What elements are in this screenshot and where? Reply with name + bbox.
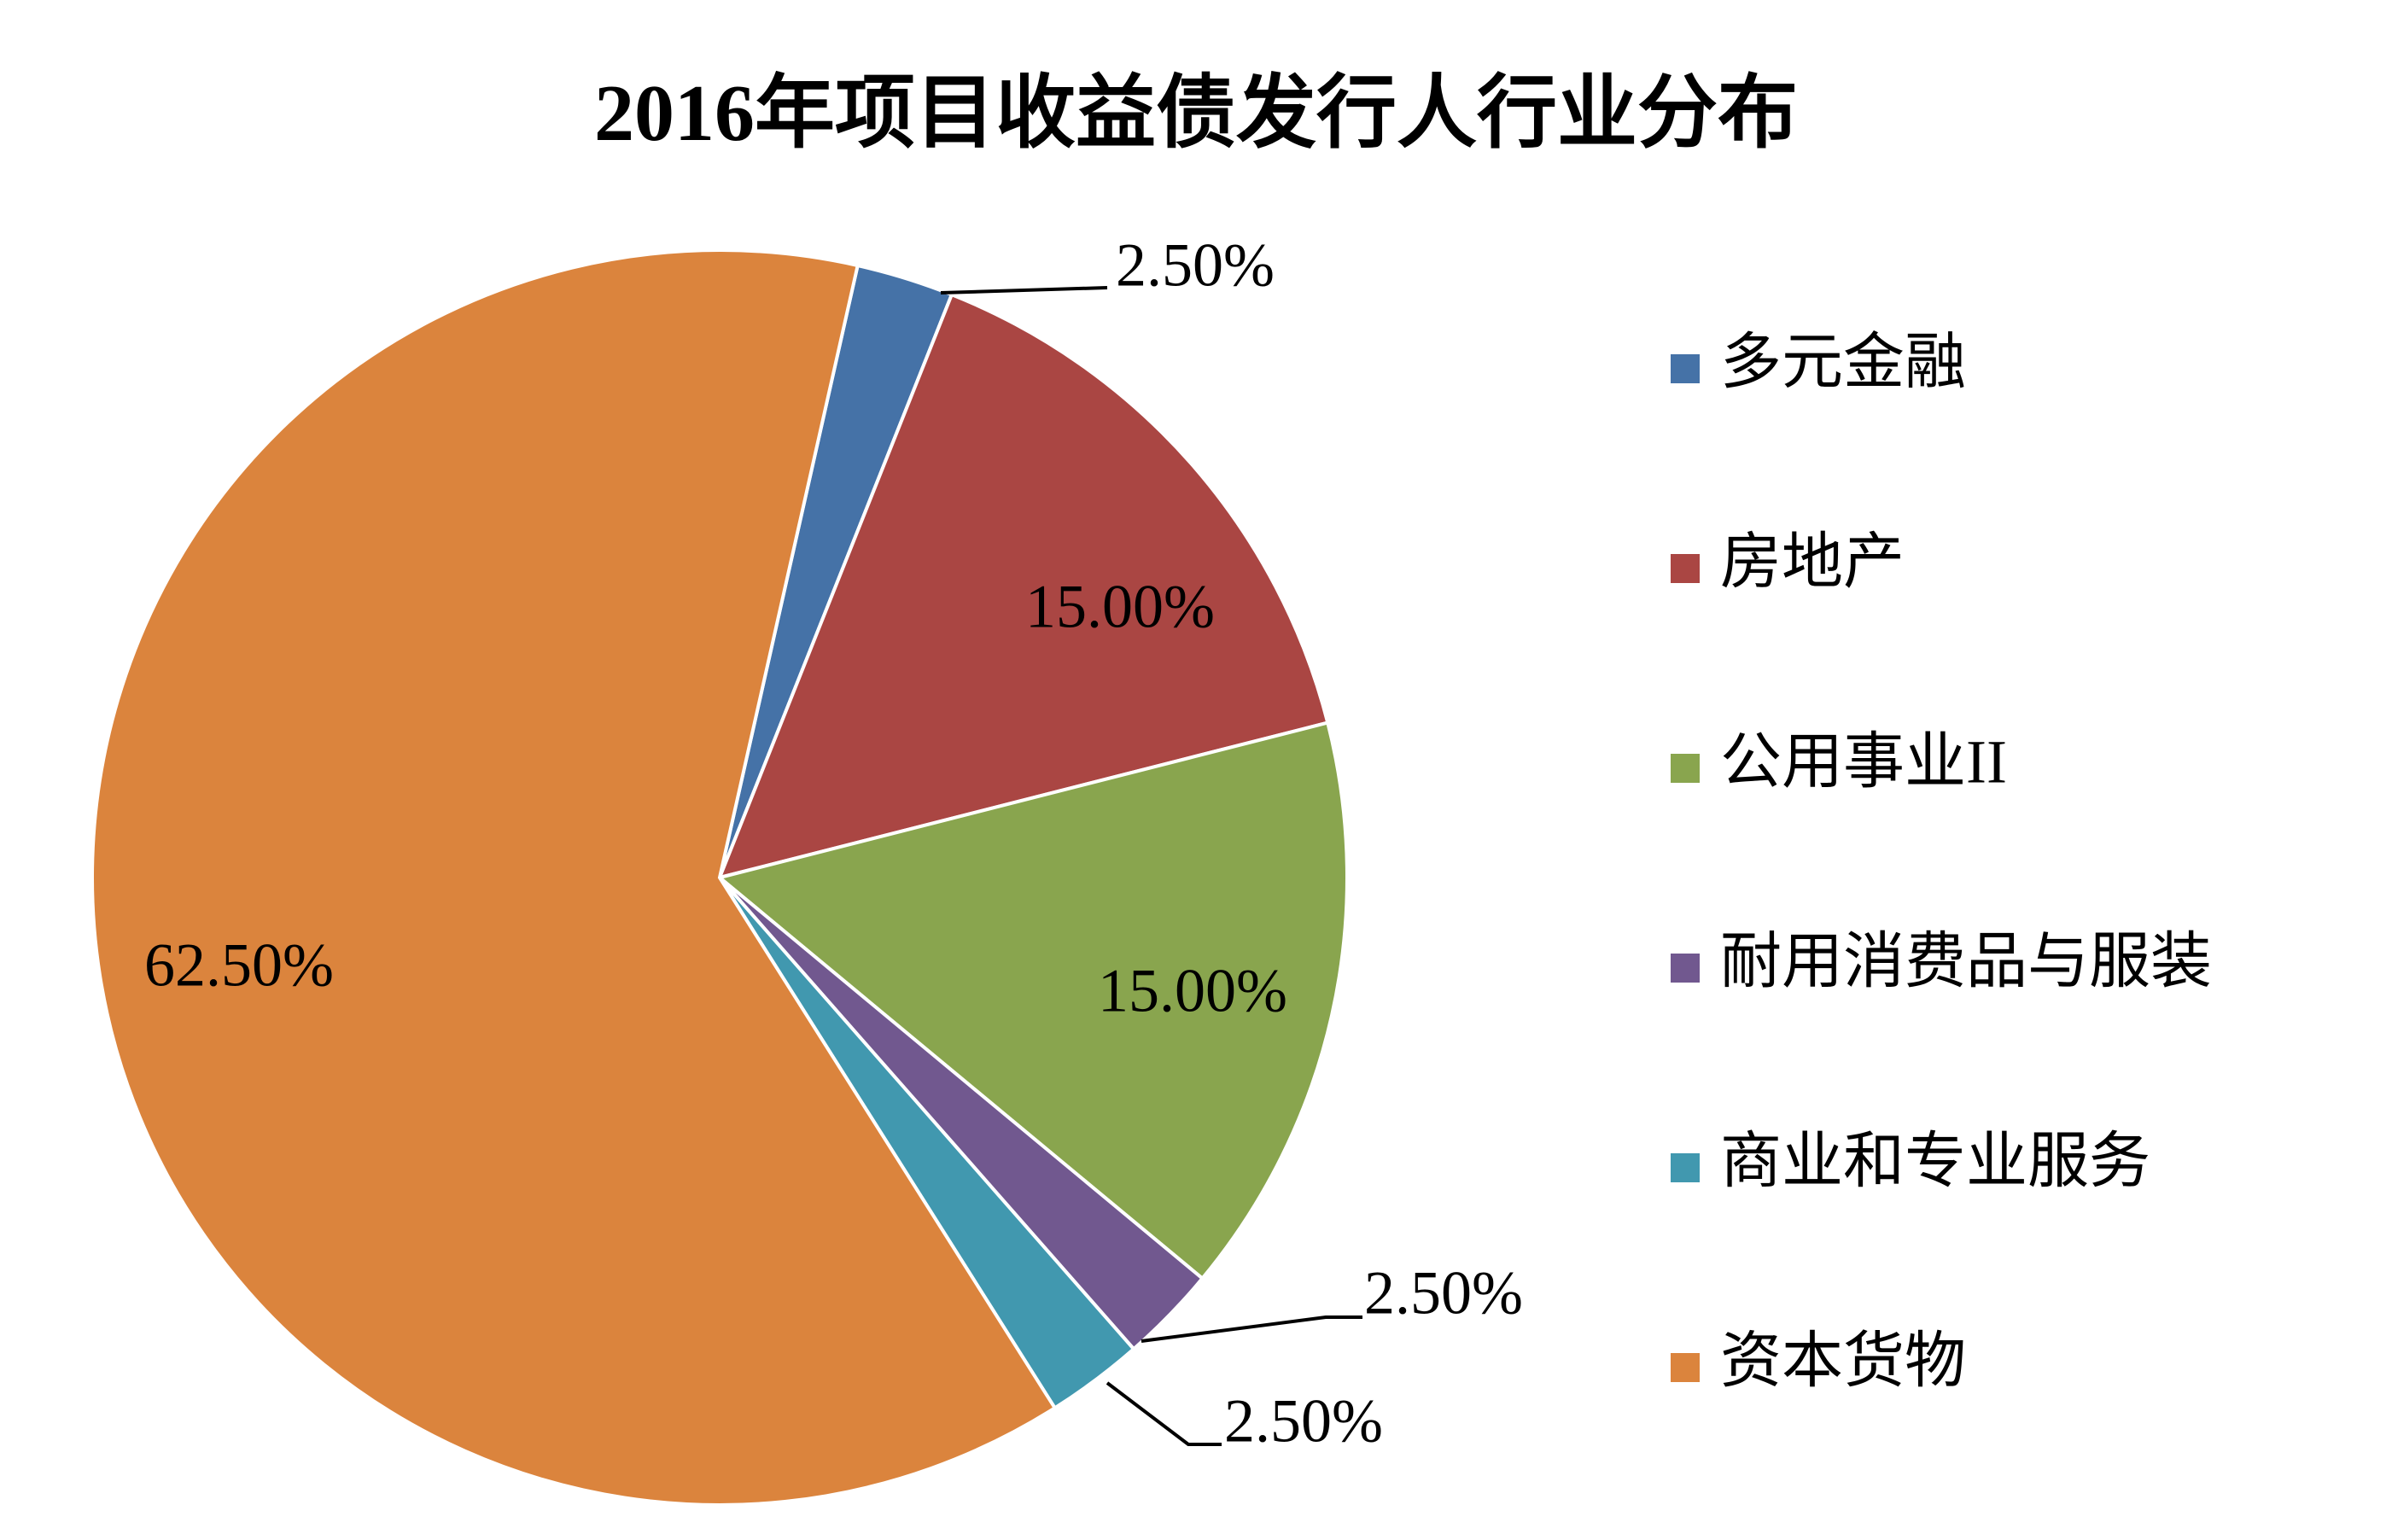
data-label-3: 15.00% <box>1098 957 1287 1025</box>
legend-swatch-4 <box>1671 954 1700 983</box>
leader-line-4 <box>1141 1315 1362 1343</box>
pie-slice-6 <box>90 248 1058 1507</box>
leader-line-1 <box>940 286 1108 295</box>
legend-label-5: 商业和专业服务 <box>1720 1128 2150 1196</box>
legend-swatch-2 <box>1671 554 1700 583</box>
legend-label-6: 资本货物 <box>1720 1327 1966 1396</box>
legend-swatch-3 <box>1671 754 1700 783</box>
pie-slice-2 <box>716 292 1330 880</box>
legend-label-4: 耐用消费品与服装 <box>1720 928 2212 996</box>
data-label-6: 62.50% <box>144 931 334 1000</box>
leader-line-5 <box>1106 1381 1222 1446</box>
leader-lines <box>940 286 1362 1446</box>
chart-title: 2016年项目收益债发行人行业分布 <box>594 69 1798 158</box>
pie-slice-3 <box>715 720 1349 1281</box>
pie-slices <box>90 248 1349 1507</box>
legend-swatch-6 <box>1671 1353 1700 1382</box>
legend-label-3: 公用事业II <box>1720 728 2007 796</box>
legend-label-2: 房地产 <box>1720 528 1905 597</box>
legend-swatch-1 <box>1671 354 1700 383</box>
legend-swatch-5 <box>1671 1153 1700 1182</box>
legend-label-1: 多元金融 <box>1720 329 1966 397</box>
data-labels: 2.50% 15.00% 15.00% 2.50% 2.50% 62.50% <box>144 231 1523 1455</box>
data-label-2: 15.00% <box>1025 573 1215 641</box>
data-label-4: 2.50% <box>1364 1259 1523 1327</box>
data-label-1: 2.50% <box>1116 231 1275 300</box>
data-label-5: 2.50% <box>1224 1387 1383 1455</box>
